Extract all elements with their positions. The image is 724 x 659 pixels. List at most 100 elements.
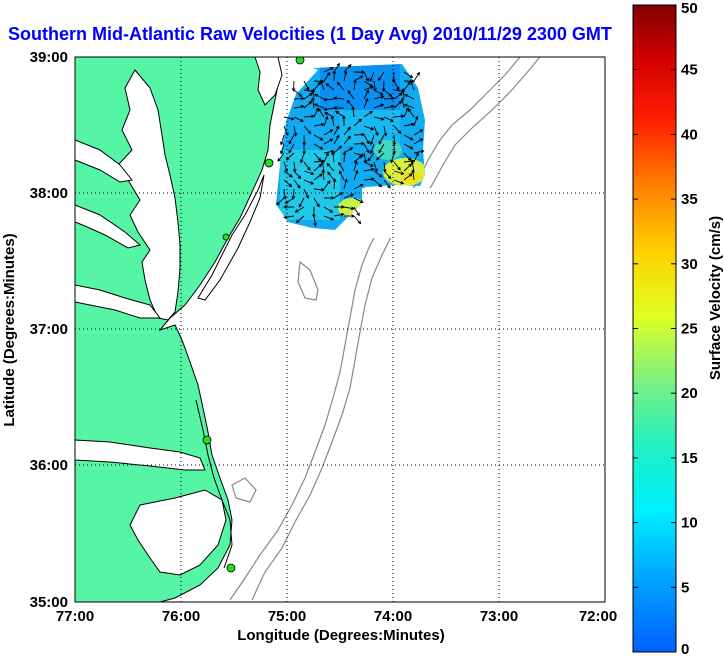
velocity-arrow <box>313 197 320 208</box>
velocity-arrow <box>403 143 414 150</box>
velocity-arrow <box>319 79 325 91</box>
colorbar-tick-label: 50 <box>681 0 698 17</box>
velocity-arrow <box>313 143 324 150</box>
y-tick-label: 38:00 <box>30 185 68 202</box>
velocity-arrow <box>303 170 315 176</box>
velocity-arrow <box>353 160 358 172</box>
velocity-arrow <box>338 170 345 181</box>
velocity-arrow <box>403 152 412 161</box>
velocity-arrow <box>333 212 345 217</box>
velocity-arrow <box>283 215 295 220</box>
velocity-arrow <box>293 116 304 122</box>
velocity-arrow <box>373 116 385 121</box>
colorbar-tick-label: 25 <box>681 321 698 338</box>
velocity-arrow <box>313 103 325 109</box>
velocity-arrow <box>391 71 396 83</box>
colorbar-tick-label: 35 <box>681 191 698 208</box>
velocity-arrow <box>313 122 325 127</box>
velocity-arrow <box>313 187 325 192</box>
velocity-arrow <box>393 92 403 100</box>
velocity-arrow <box>383 125 388 137</box>
colorbar-tick-label: 40 <box>681 126 698 143</box>
velocity-arrow <box>320 160 325 172</box>
velocity-arrow <box>392 143 397 155</box>
velocity-arrow <box>321 169 326 181</box>
velocity-gap <box>362 188 432 238</box>
map-grid <box>75 57 605 602</box>
velocity-arrow <box>404 93 415 100</box>
velocity-arrow <box>363 110 374 118</box>
pamlico-sound <box>129 489 227 576</box>
velocity-arrow <box>310 97 315 109</box>
colorbar-tick-label: 30 <box>681 256 698 273</box>
velocity-arrow <box>373 95 385 100</box>
velocity-arrow <box>303 161 311 171</box>
colorbar-tick-label: 10 <box>681 515 698 532</box>
velocity-arrow <box>369 143 375 155</box>
velocity-arrow <box>343 63 352 73</box>
velocity-arrow <box>413 149 425 154</box>
velocity-arrow <box>323 97 335 102</box>
velocity-arrow <box>403 122 415 127</box>
velocity-arrow <box>276 197 285 206</box>
colorbar: 0 5 10 15 20 25 30 35 40 45 50 Surface Velocity (c… <box>632 0 724 658</box>
velocity-arrow <box>403 103 415 109</box>
velocity-arrow <box>313 163 323 172</box>
x-tick-label: 76:00 <box>162 608 200 625</box>
velocity-arrow <box>353 79 357 91</box>
velocity-arrow <box>401 88 406 100</box>
x-tick-label: 77:00 <box>56 608 94 625</box>
velocity-arrow <box>343 126 351 136</box>
coastal-bays <box>197 174 265 301</box>
velocity-arrow <box>283 188 287 200</box>
velocity-arrow <box>363 143 370 154</box>
map-plot-area <box>75 57 605 602</box>
velocity-arrow <box>393 170 405 175</box>
velocity-arrow <box>333 134 340 145</box>
y-tick-label: 39:00 <box>30 49 68 66</box>
velocity-arrow <box>333 125 340 136</box>
velocity-arrow <box>302 143 306 155</box>
velocity-arrow <box>323 180 331 190</box>
velocity-arrow <box>293 104 305 109</box>
velocity-arrow <box>403 173 413 181</box>
velocity-arrow <box>353 215 362 225</box>
x-tick-label: 73:00 <box>480 608 518 625</box>
velocity-arrow <box>313 152 322 162</box>
velocity-arrow <box>333 96 345 100</box>
velocity-arrow <box>353 118 362 127</box>
velocity-arrow <box>342 151 347 163</box>
velocity-arrow <box>313 173 323 181</box>
velocity-arrow <box>413 138 424 145</box>
velocity-arrow <box>363 177 375 181</box>
velocity-arrow <box>277 152 285 162</box>
velocity-arrow <box>311 88 316 100</box>
velocity-arrow <box>373 170 383 178</box>
velocity-arrow <box>377 71 385 82</box>
velocity-arrow <box>293 96 305 101</box>
velocity-arrow <box>403 134 414 141</box>
velocity-arrow <box>373 103 385 109</box>
bathymetry-contours <box>229 57 541 601</box>
velocity-arrow <box>369 134 375 146</box>
velocity-arrow <box>325 83 335 91</box>
velocity-arrow <box>331 151 335 163</box>
velocity-arrow <box>413 115 419 127</box>
velocity-arrow <box>393 125 402 135</box>
velocity-arrow <box>323 206 334 213</box>
velocity-arrow <box>369 71 375 83</box>
velocity-arrow <box>280 134 285 146</box>
potomac-river <box>75 139 133 183</box>
velocity-arrow <box>383 170 392 180</box>
velocity-arrow <box>333 62 340 73</box>
velocity-arrow <box>284 197 295 204</box>
velocity-arrow <box>367 152 375 162</box>
colorbar-tick-label: 0 <box>681 641 689 658</box>
velocity-arrow <box>347 90 355 100</box>
velocity-arrow <box>299 152 305 164</box>
velocity-arrow <box>373 89 384 96</box>
velocity-arrow <box>363 125 375 131</box>
velocity-arrow <box>400 97 405 109</box>
velocity-arrow <box>375 152 385 161</box>
